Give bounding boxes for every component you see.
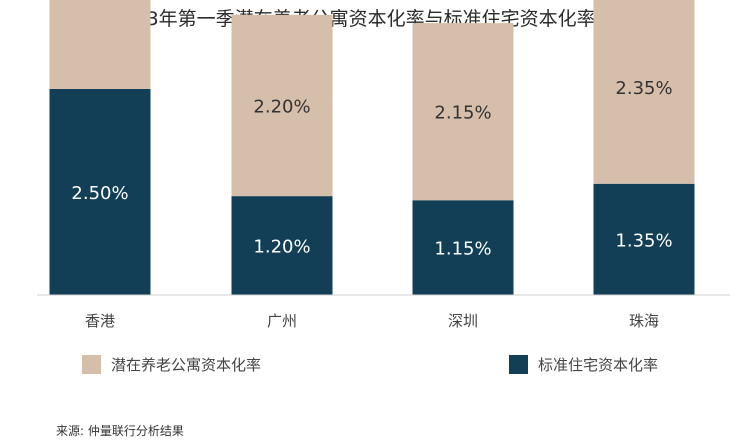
legend-item-senior-apartment: 潜在养老公寓资本化率 — [82, 352, 261, 376]
bar-standard-residential-3 — [593, 183, 695, 295]
x-tick-label-1: 广州 — [267, 312, 297, 330]
bar-standard-residential-1 — [231, 196, 333, 295]
data-label-standard-residential-2: 1.15% — [434, 239, 491, 260]
source-note: 来源: 仲量联行分析结果 — [56, 424, 184, 438]
legend-item-standard-residential: 标准住宅资本化率 — [509, 352, 658, 376]
data-label-senior-apartment-3: 2.35% — [615, 78, 672, 99]
bar-standard-residential-2 — [412, 200, 514, 295]
data-label-senior-apartment-1: 2.20% — [253, 96, 310, 117]
data-label-senior-apartment-2: 2.15% — [434, 103, 491, 124]
data-label-standard-residential-1: 1.20% — [253, 237, 310, 258]
x-tick-label-2: 深圳 — [448, 312, 478, 330]
legend-swatch-standard-residential — [509, 354, 528, 374]
data-label-standard-residential-3: 1.35% — [615, 230, 672, 251]
bar-senior-apartment-2 — [412, 23, 514, 201]
legend-label-senior-apartment: 潜在养老公寓资本化率 — [111, 355, 262, 374]
bar-standard-residential-0 — [49, 89, 151, 295]
bar-senior-apartment-1 — [231, 14, 333, 197]
legend-label-standard-residential: 标准住宅资本化率 — [538, 355, 659, 374]
data-label-standard-residential-0: 2.50% — [71, 183, 128, 204]
bar-senior-apartment-3 — [593, 0, 695, 184]
bar-senior-apartment-0 — [49, 0, 151, 89]
x-tick-label-0: 香港 — [85, 312, 115, 330]
stacked-bar-chart: 2.50%3.50%香港1.20%2.20%广州1.15%2.15%深圳1.35… — [37, 0, 730, 330]
legend-swatch-senior-apartment — [82, 354, 101, 374]
x-tick-label-3: 珠海 — [629, 312, 659, 330]
